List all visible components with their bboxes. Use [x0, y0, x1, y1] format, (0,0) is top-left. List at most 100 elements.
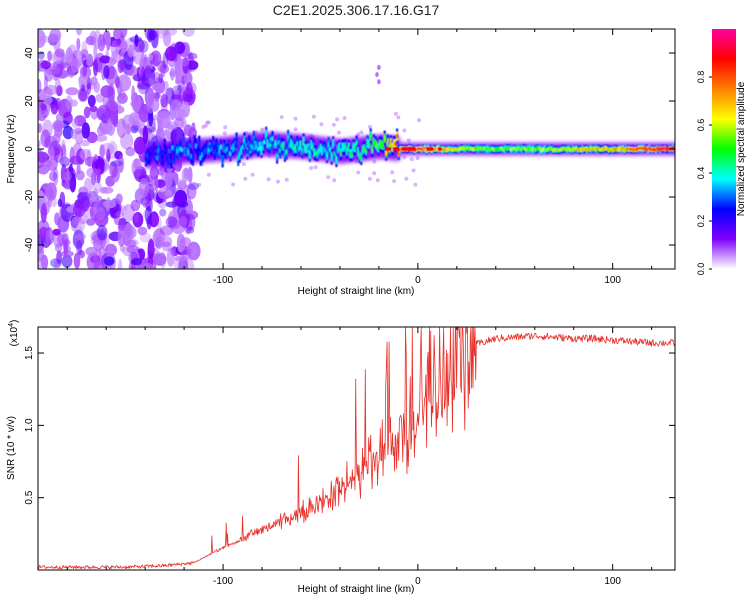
noise-speckle	[41, 254, 49, 269]
noise-speckle	[139, 232, 152, 243]
signal-cell	[612, 148, 615, 151]
signal-cell	[352, 144, 355, 150]
signal-cell	[533, 147, 536, 151]
signal-cell	[435, 147, 438, 151]
signal-halo-cell	[238, 135, 242, 160]
signal-cell	[587, 148, 590, 151]
signal-cell	[486, 147, 489, 151]
noise-speckle	[133, 136, 146, 155]
noise-speckle	[163, 30, 172, 47]
signal-cell	[590, 147, 593, 150]
signal-cell	[578, 148, 581, 152]
signal-cell	[516, 147, 519, 151]
noise-speckle	[222, 131, 227, 136]
noise-speckle	[146, 215, 152, 230]
noise-speckle	[367, 176, 372, 181]
snr-series-line	[38, 327, 675, 570]
signal-cell	[623, 149, 626, 152]
noise-speckle	[177, 180, 187, 190]
noise-speckle	[122, 245, 135, 257]
signal-hotspot	[437, 147, 442, 151]
signal-cell	[564, 147, 567, 151]
signal-cell	[424, 147, 427, 150]
noise-speckle	[375, 72, 379, 78]
signal-cell	[311, 144, 315, 150]
signal-cell	[425, 149, 428, 152]
noise-speckle	[152, 82, 165, 92]
signal-cell	[433, 147, 436, 151]
spectrogram-ytick-label: 20	[24, 95, 35, 107]
signal-cell	[536, 147, 539, 150]
signal-cell	[378, 141, 382, 147]
noise-speckle	[117, 224, 126, 231]
signal-cell	[193, 140, 196, 146]
signal-cell	[556, 148, 559, 151]
noise-speckle	[158, 73, 163, 84]
noise-speckle	[183, 41, 191, 56]
noise-speckle	[99, 186, 108, 194]
noise-speckle	[45, 182, 57, 201]
noise-speckle	[142, 125, 149, 144]
signal-cell	[246, 149, 249, 154]
signal-cell	[173, 153, 176, 159]
noise-speckle	[118, 154, 124, 173]
noise-speckle	[85, 246, 99, 257]
noise-speckle	[103, 65, 110, 79]
signal-cell	[456, 148, 459, 151]
signal-cell	[618, 147, 622, 150]
noise-speckle	[54, 243, 63, 253]
signal-cell	[502, 148, 505, 151]
signal-cell	[369, 133, 372, 139]
noise-speckle	[96, 195, 103, 206]
spectrogram-xtick-label: 100	[604, 275, 621, 286]
noise-speckle	[165, 190, 172, 197]
signal-cell	[252, 136, 255, 141]
signal-cell	[235, 138, 238, 143]
signal-cell	[167, 158, 170, 163]
noise-speckle	[38, 123, 42, 133]
signal-cell	[573, 148, 576, 151]
colorbar: 0.0 0.2 0.4 0.6 0.8 Normalized spectral ampl…	[696, 29, 747, 275]
signal-cell	[503, 148, 506, 151]
noise-speckle	[45, 229, 51, 246]
noise-speckle	[117, 60, 124, 74]
signal-halo-cell	[283, 133, 287, 158]
noise-speckle	[97, 34, 106, 52]
noise-speckle	[79, 214, 88, 225]
signal-cell	[477, 147, 480, 150]
noise-speckle	[43, 159, 53, 168]
noise-speckle	[197, 182, 202, 187]
noise-speckle	[63, 238, 68, 258]
noise-speckle	[375, 178, 380, 183]
signal-cell	[541, 149, 544, 152]
noise-speckle	[311, 114, 316, 119]
noise-speckle	[243, 176, 248, 181]
noise-speckle	[356, 132, 361, 137]
noise-speckle	[125, 123, 132, 135]
noise-speckle	[93, 260, 106, 269]
noise-speckle	[90, 106, 99, 120]
signal-cell	[190, 154, 193, 159]
signal-cell	[550, 147, 553, 150]
noise-speckle	[48, 62, 63, 75]
snr-frame	[37, 326, 676, 571]
signal-cell	[632, 148, 636, 152]
signal-cell	[609, 148, 612, 151]
signal-cell	[528, 147, 531, 150]
signal-cell	[272, 143, 276, 148]
noise-speckle	[131, 258, 143, 266]
signal-cell	[218, 148, 221, 153]
spectrogram-heatmap	[38, 29, 675, 269]
signal-cell	[310, 142, 313, 147]
signal-cell	[642, 147, 645, 150]
signal-cell	[226, 146, 229, 152]
signal-cell	[249, 146, 252, 151]
noise-speckle	[130, 100, 141, 108]
signal-cell	[288, 143, 291, 148]
signal-cell	[592, 147, 595, 151]
noise-speckle	[118, 258, 123, 269]
noise-speckle	[163, 80, 169, 91]
noise-speckle	[93, 187, 99, 198]
noise-speckle	[392, 179, 397, 184]
noise-speckle	[162, 51, 168, 70]
